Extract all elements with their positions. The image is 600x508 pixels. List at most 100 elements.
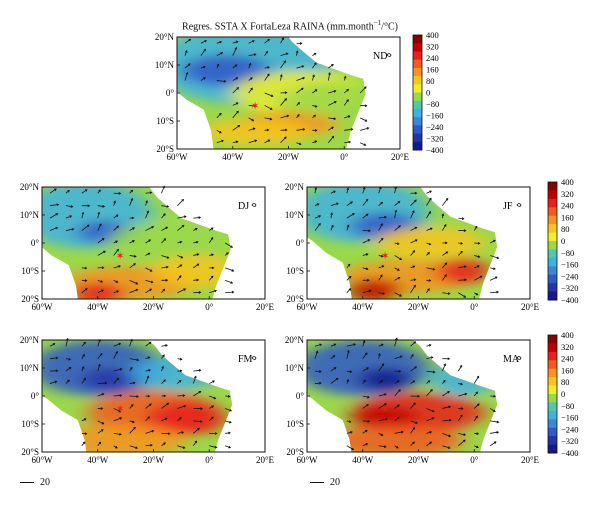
y-tick-label: 20°S: [21, 294, 39, 304]
y-tick-label: 10°N: [20, 363, 40, 373]
colorbar-tick-label: 240: [561, 201, 574, 211]
fortaleza-marker-icon: ✶: [250, 100, 259, 112]
colorbar-tick-label: −160: [426, 111, 444, 121]
y-tick-label: 0°: [296, 391, 305, 401]
vector-scale-bar: [20, 482, 34, 483]
colorbar-swatch: [548, 182, 557, 191]
map-panel-jf: ✶ JF 60°W 40°W 20°W 0° 20°E 20°N 10°N 0° 10°S 20°S: [285, 182, 540, 312]
colorbar-tick-label: −160: [561, 260, 579, 270]
x-tick-label: 60°W: [296, 455, 318, 465]
y-tick-label: 10°S: [21, 266, 39, 276]
island-icon: [386, 53, 392, 57]
wind-vectors: [49, 185, 235, 294]
colorbar-swatch: [548, 360, 557, 370]
fortaleza-marker-icon: ✶: [380, 403, 389, 415]
colorbar-swatch: [413, 67, 422, 77]
panel-label-fm: FM: [238, 354, 253, 365]
x-tick-label: 40°W: [87, 455, 109, 465]
colorbar-tick-label: 400: [561, 177, 574, 187]
x-tick-label: 40°W: [352, 455, 374, 465]
y-tick-label: 20°N: [285, 335, 305, 345]
colorbar-swatch: [413, 51, 422, 61]
colorbar-tick-label: −320: [561, 436, 579, 446]
colorbar-swatch: [413, 76, 422, 85]
y-tick-label: 20°S: [21, 447, 39, 457]
colorbar-tick-label: −400: [561, 448, 579, 458]
map-panel-fm: ✶ FM 60°W 40°W 20°W 0° 20°E 20°N 10°N 0° 10°S 20°S: [20, 335, 275, 465]
colorbar-swatch: [548, 377, 557, 387]
colorbar-tick-label: 160: [561, 212, 574, 222]
colorbar-swatch: [548, 274, 557, 284]
colorbar-swatch: [548, 368, 557, 378]
y-tick-label: 20°S: [286, 294, 304, 304]
x-tick-label: 20°E: [256, 302, 275, 312]
colorbar-tick-label: 160: [561, 365, 574, 375]
colorbar-swatch: [548, 241, 557, 250]
colorbar-swatch: [413, 108, 422, 118]
y-tick-label: 20°N: [20, 182, 40, 192]
x-tick-label: 60°W: [31, 455, 53, 465]
vector-scale-bar: [310, 482, 324, 483]
x-tick-label: 20°E: [521, 302, 540, 312]
y-tick-label: 10°N: [285, 210, 305, 220]
y-tick-label: 0°: [296, 238, 305, 248]
fortaleza-marker-icon: ✶: [115, 250, 124, 262]
x-tick-label: 60°W: [166, 152, 188, 162]
y-tick-label: 20°N: [20, 335, 40, 345]
x-tick-label: 0°: [470, 455, 479, 465]
y-tick-label: 10°S: [21, 419, 39, 429]
colorbar-tick-label: 320: [561, 342, 574, 352]
x-tick-label: 20°W: [143, 455, 165, 465]
map-panel-ma: ✶ MA 60°W 40°W 20°W 0° 20°E 20°N 10°N 0° 10°S 20°S: [285, 335, 540, 465]
island-icon: [251, 356, 257, 360]
panel-label-nd: ND: [373, 51, 387, 62]
colorbar-tick-label: 400: [561, 330, 574, 340]
y-tick-label: 0°: [31, 238, 40, 248]
vector-scale-right: 20: [310, 477, 340, 488]
colorbar-swatch: [548, 394, 557, 403]
colorbar-tick-label: −240: [561, 271, 579, 281]
colorbar-swatch: [548, 266, 557, 276]
colorbar-swatch: [413, 125, 422, 135]
colorbar-tick-label: 240: [426, 53, 439, 63]
x-tick-label: 20°E: [391, 152, 410, 162]
colorbar-tick-label: −400: [426, 145, 444, 155]
colorbar-tick-label: 0: [426, 88, 430, 98]
colorbar-swatch: [413, 133, 422, 143]
x-tick-label: 20°W: [408, 302, 430, 312]
colorbar-swatch: [413, 43, 422, 52]
colorbar-tick-label: 80: [561, 377, 570, 387]
panel-label-jf: JF: [503, 201, 513, 212]
colorbar-tick-label: −320: [426, 134, 444, 144]
y-tick-label: 10°S: [286, 266, 304, 276]
island-icon: [251, 203, 257, 207]
colorbar-tick-label: −240: [426, 122, 444, 132]
y-tick-label: 0°: [166, 88, 175, 98]
y-tick-label: 0°: [31, 391, 40, 401]
x-tick-label: 20°E: [256, 455, 275, 465]
x-tick-label: 60°W: [296, 302, 318, 312]
x-tick-label: 0°: [340, 152, 349, 162]
x-tick-label: 0°: [205, 455, 214, 465]
colorbar-tick-label: −320: [561, 283, 579, 293]
fortaleza-marker-icon: ✶: [115, 403, 124, 415]
y-tick-label: 20°S: [286, 447, 304, 457]
y-tick-label: 20°N: [285, 182, 305, 192]
x-tick-label: 0°: [470, 302, 479, 312]
x-tick-label: 0°: [205, 302, 214, 312]
fortaleza-marker-icon: ✶: [380, 250, 389, 262]
colorbar-swatch: [548, 190, 557, 200]
y-tick-label: 20°N: [155, 32, 175, 42]
x-tick-label: 20°E: [521, 455, 540, 465]
panel-label-dj: DJ: [238, 201, 249, 212]
colorbar-swatch: [548, 215, 557, 225]
island-icon: [516, 356, 522, 360]
colorbar-tick-label: 240: [561, 354, 574, 364]
colorbar-tick-label: −400: [561, 295, 579, 305]
vector-scale-left: 20: [20, 477, 50, 488]
colorbar-swatch: [548, 257, 557, 267]
colorbar-swatch: [548, 291, 557, 301]
colorbar-swatch: [548, 283, 557, 293]
